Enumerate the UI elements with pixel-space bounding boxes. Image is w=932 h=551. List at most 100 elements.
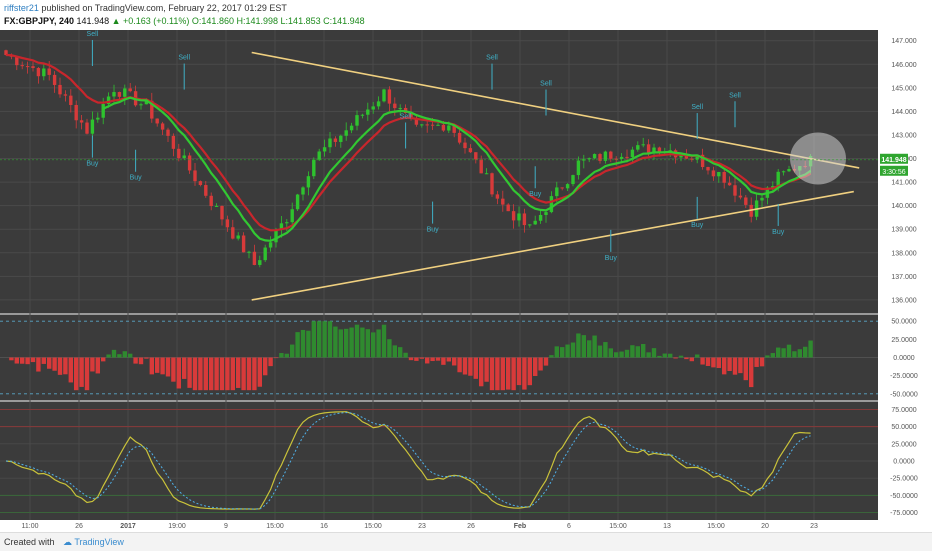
histogram-bar[interactable]: [651, 348, 657, 358]
histogram-bar[interactable]: [641, 344, 646, 358]
candle-body[interactable]: [52, 74, 57, 85]
candle-body[interactable]: [123, 88, 127, 97]
candle-body[interactable]: [139, 104, 143, 106]
candle-body[interactable]: [565, 184, 570, 189]
histogram-bar[interactable]: [473, 357, 478, 379]
histogram-bar[interactable]: [398, 347, 403, 358]
histogram-bar[interactable]: [803, 346, 808, 358]
histogram-bar[interactable]: [68, 357, 73, 383]
histogram-bar[interactable]: [484, 357, 489, 382]
candle-body[interactable]: [679, 155, 683, 158]
histogram-bar[interactable]: [160, 357, 165, 375]
histogram-bar[interactable]: [425, 357, 430, 364]
histogram-bar[interactable]: [111, 349, 117, 358]
candle-body[interactable]: [425, 124, 429, 126]
histogram-bar[interactable]: [738, 357, 743, 374]
histogram-bar[interactable]: [14, 357, 19, 364]
candle-body[interactable]: [706, 167, 710, 171]
candle-body[interactable]: [738, 195, 743, 198]
candle-body[interactable]: [339, 135, 343, 142]
histogram-bar[interactable]: [619, 351, 624, 358]
candle-body[interactable]: [441, 124, 446, 131]
candle-body[interactable]: [506, 204, 510, 212]
histogram-bar[interactable]: [689, 357, 694, 362]
candle-body[interactable]: [376, 101, 381, 107]
candle-body[interactable]: [630, 149, 635, 158]
histogram-bar[interactable]: [430, 357, 435, 362]
candle-body[interactable]: [533, 220, 537, 225]
histogram-bar[interactable]: [684, 357, 689, 360]
histogram-bar[interactable]: [79, 357, 84, 387]
price-pane[interactable]: Sell Sell Sell Sell Sell Sell Sell Buy Buy Buy Buy…: [0, 31, 878, 301]
histogram-bar[interactable]: [155, 357, 160, 373]
candle-body[interactable]: [711, 170, 716, 177]
candle-body[interactable]: [171, 135, 176, 149]
histogram-bar[interactable]: [587, 340, 592, 358]
histogram-bar[interactable]: [74, 357, 79, 391]
candle-body[interactable]: [420, 124, 424, 126]
histogram-bar[interactable]: [581, 335, 586, 358]
candle-body[interactable]: [744, 197, 748, 205]
histogram-bar[interactable]: [322, 321, 327, 358]
candle-body[interactable]: [85, 122, 89, 134]
fast-moving-average-line[interactable]: [102, 96, 812, 242]
histogram-bar[interactable]: [549, 355, 554, 358]
histogram-bar[interactable]: [570, 342, 576, 358]
histogram-bar[interactable]: [198, 357, 203, 391]
candle-body[interactable]: [268, 242, 273, 248]
histogram-bar[interactable]: [457, 357, 462, 373]
histogram-bar[interactable]: [554, 346, 559, 358]
histogram-bar[interactable]: [603, 342, 608, 358]
histogram-bar[interactable]: [192, 357, 198, 391]
candle-body[interactable]: [484, 173, 489, 175]
histogram-bar[interactable]: [657, 355, 662, 358]
histogram-bar[interactable]: [781, 348, 786, 358]
trendline[interactable]: [251, 190, 854, 301]
histogram-bar[interactable]: [797, 349, 802, 358]
candle-body[interactable]: [641, 144, 645, 146]
candle-body[interactable]: [79, 120, 84, 123]
candle-body[interactable]: [609, 151, 613, 159]
histogram-bar[interactable]: [419, 357, 424, 359]
candle-body[interactable]: [409, 113, 413, 118]
histogram-bar[interactable]: [171, 357, 176, 382]
candle-body[interactable]: [20, 65, 24, 67]
candle-body[interactable]: [301, 187, 305, 195]
histogram-bar[interactable]: [52, 357, 57, 371]
candle-body[interactable]: [414, 117, 419, 125]
histogram-bar[interactable]: [9, 357, 14, 361]
histogram-bar[interactable]: [743, 357, 748, 381]
candle-body[interactable]: [646, 144, 651, 153]
histogram-bar[interactable]: [187, 357, 192, 388]
candle-body[interactable]: [490, 173, 494, 195]
histogram-bar[interactable]: [327, 321, 333, 358]
histogram-bar[interactable]: [284, 353, 289, 358]
histogram-bar[interactable]: [624, 349, 630, 358]
candle-body[interactable]: [393, 103, 397, 109]
histogram-bar[interactable]: [63, 357, 68, 375]
candle-body[interactable]: [571, 175, 575, 185]
histogram-bar[interactable]: [441, 357, 446, 365]
histogram-bar[interactable]: [47, 357, 52, 369]
candle-body[interactable]: [177, 148, 181, 159]
histogram-bar[interactable]: [203, 357, 208, 391]
histogram-bar[interactable]: [176, 357, 181, 389]
histogram-bar[interactable]: [30, 357, 36, 363]
histogram-bar[interactable]: [236, 357, 241, 388]
tradingview-link[interactable]: TradingView: [74, 537, 124, 547]
histogram-pane[interactable]: [0, 320, 878, 395]
histogram-bar[interactable]: [84, 357, 90, 391]
histogram-bar[interactable]: [376, 329, 381, 358]
candle-body[interactable]: [614, 158, 618, 160]
histogram-bar[interactable]: [101, 357, 106, 362]
histogram-bar[interactable]: [219, 357, 225, 391]
histogram-bar[interactable]: [732, 357, 738, 375]
candle-body[interactable]: [279, 223, 284, 230]
oscillator-line[interactable]: [5, 411, 811, 510]
symbol-label[interactable]: FX:GBPJPY, 240: [4, 16, 75, 26]
histogram-bar[interactable]: [792, 351, 797, 358]
histogram-bar[interactable]: [354, 324, 360, 358]
candle-body[interactable]: [652, 147, 656, 153]
candle-body[interactable]: [47, 68, 51, 75]
candle-body[interactable]: [106, 96, 111, 105]
